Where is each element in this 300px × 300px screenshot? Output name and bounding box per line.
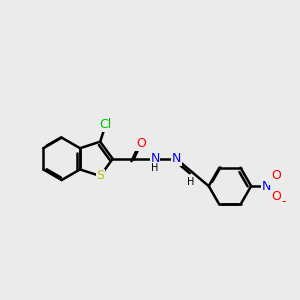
Text: H: H	[152, 163, 159, 173]
Text: N: N	[172, 152, 181, 165]
Text: -: -	[282, 195, 286, 208]
Text: O: O	[272, 169, 281, 182]
Text: N: N	[150, 152, 160, 165]
Text: O: O	[272, 190, 281, 203]
Text: S: S	[96, 169, 104, 182]
Text: H: H	[187, 177, 195, 187]
Text: +: +	[269, 175, 277, 184]
Text: N: N	[262, 180, 271, 193]
Text: O: O	[136, 137, 146, 150]
Text: Cl: Cl	[100, 118, 112, 131]
